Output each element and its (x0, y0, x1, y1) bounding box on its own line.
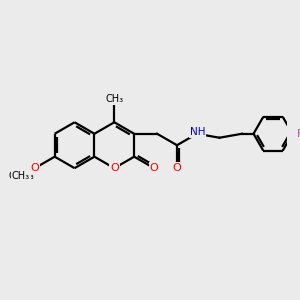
Text: O: O (31, 163, 39, 173)
Text: OCH₃: OCH₃ (8, 171, 34, 181)
Text: O: O (31, 163, 39, 173)
Text: O: O (172, 163, 182, 173)
Text: O: O (150, 163, 158, 173)
Text: F: F (297, 129, 300, 139)
Text: CH₃: CH₃ (105, 94, 123, 104)
Text: CH₃: CH₃ (12, 171, 30, 181)
Text: O: O (110, 163, 119, 173)
Text: NH: NH (190, 127, 206, 137)
